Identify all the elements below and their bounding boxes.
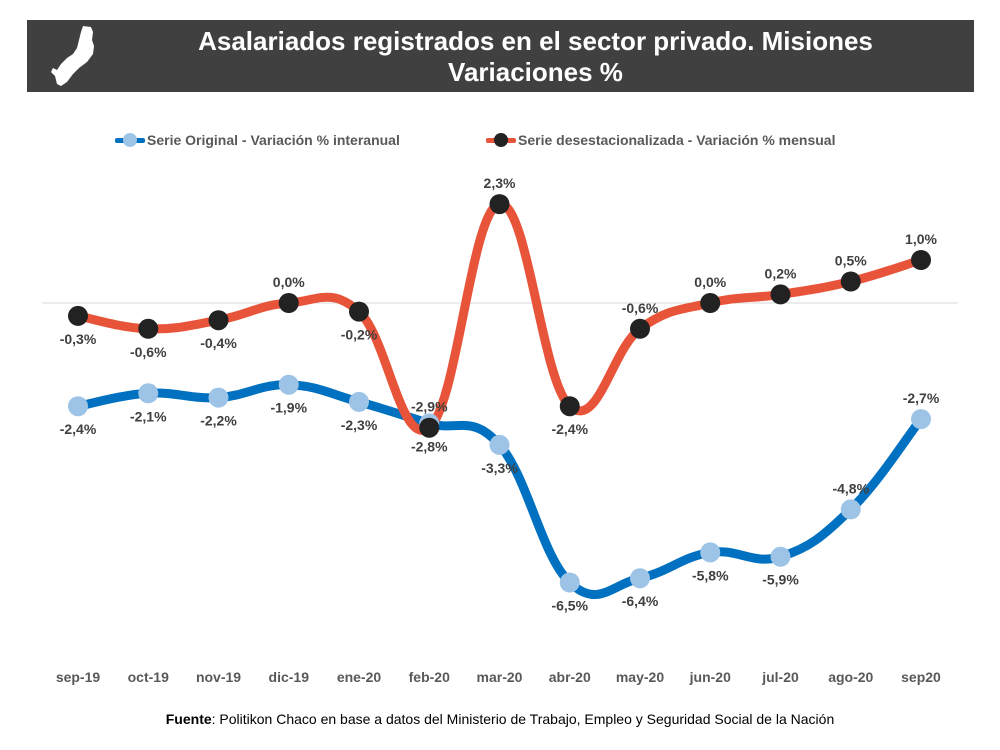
- data-label-desest: 0,0%: [273, 274, 305, 290]
- data-label-original: -2,2%: [200, 413, 237, 429]
- data-point-desest: [770, 284, 791, 305]
- data-label-original: -5,9%: [762, 572, 799, 588]
- data-label-desest: -0,6%: [622, 300, 659, 316]
- data-label-original: -1,9%: [270, 400, 307, 416]
- series-group: -2,4% -2,1% -2,2% -1,9% -2,3% -2,8% -3,3% -6,5%…: [60, 175, 940, 613]
- data-label-desest: -0,4%: [200, 335, 237, 351]
- data-label-original: -2,4%: [60, 421, 97, 437]
- legend-item-desest: Serie desestacionalizada - Variación % m…: [486, 132, 835, 148]
- data-label-original: -2,7%: [903, 390, 940, 406]
- x-tick-label: mar-20: [477, 669, 523, 685]
- data-label-original: -2,1%: [130, 408, 167, 424]
- data-label-desest: -2,4%: [551, 421, 588, 437]
- data-label-original: -4,8%: [832, 480, 869, 496]
- x-tick-label: oct-19: [128, 669, 169, 685]
- source-label: Fuente: [165, 711, 212, 727]
- data-label-original: -3,3%: [481, 460, 518, 476]
- x-tick-label: nov-19: [196, 669, 241, 685]
- x-tick-label: sep-19: [56, 669, 101, 685]
- chart-title-line2: Variaciones %: [448, 57, 623, 87]
- x-tick-label: feb-20: [409, 669, 450, 685]
- data-point-desest: [419, 417, 440, 438]
- data-point-original: [138, 383, 159, 404]
- data-point-original: [278, 374, 299, 395]
- x-axis-labels: sep-19 oct-19 nov-19 dic-19 ene-20 feb-20 mar-…: [56, 669, 941, 685]
- source-note: Fuente: Politikon Chaco en base a datos …: [0, 711, 1000, 727]
- data-label-desest: -0,3%: [60, 331, 97, 347]
- title-banner: Asalariados registrados en el sector pri…: [27, 20, 974, 92]
- x-tick-label: ene-20: [337, 669, 382, 685]
- legend-swatch-original: [115, 132, 145, 148]
- data-label-original: -6,4%: [622, 593, 659, 609]
- data-point-desest: [630, 318, 650, 339]
- chart-title: Asalariados registrados en el sector pri…: [117, 26, 954, 88]
- data-point-desest: [489, 194, 510, 215]
- data-label-desest: 0,5%: [835, 253, 867, 269]
- data-label-original: -2,8%: [411, 438, 448, 454]
- data-label-desest: 2,3%: [484, 175, 516, 191]
- x-tick-label: sep20: [901, 669, 941, 685]
- data-point-desest: [208, 310, 229, 331]
- data-point-desest: [349, 301, 369, 322]
- data-label-desest: -0,2%: [341, 327, 378, 343]
- data-label-desest: 0,2%: [765, 265, 797, 281]
- x-tick-label: jul-20: [761, 669, 799, 685]
- misiones-province-map-icon: [51, 26, 94, 86]
- data-label-desest: -0,6%: [130, 344, 167, 360]
- data-point-original: [559, 572, 580, 593]
- data-point-original: [489, 434, 510, 455]
- data-point-original: [349, 391, 369, 412]
- data-point-original: [770, 546, 791, 567]
- data-point-desest: [700, 293, 721, 313]
- data-label-original: -6,5%: [551, 598, 588, 614]
- x-tick-label: may-20: [616, 669, 664, 685]
- legend-swatch-desest: [486, 132, 516, 148]
- data-label-desest: -2,9%: [411, 399, 448, 415]
- data-point-original: [68, 396, 88, 417]
- data-point-original: [208, 387, 229, 408]
- legend-label-original: Serie Original - Variación % interanual: [147, 132, 400, 148]
- x-tick-label: abr-20: [549, 669, 591, 685]
- x-tick-label: jun-20: [689, 669, 731, 685]
- data-label-desest: 0,0%: [694, 274, 726, 290]
- data-point-desest: [278, 293, 299, 313]
- data-point-desest: [559, 396, 580, 417]
- chart-title-line1: Asalariados registrados en el sector pri…: [198, 26, 873, 56]
- data-point-original: [630, 568, 650, 589]
- data-label-original: -5,8%: [692, 567, 729, 583]
- data-point-original: [840, 499, 861, 520]
- chart-legend: Serie Original - Variación % interanual …: [0, 132, 1000, 154]
- legend-label-desest: Serie desestacionalizada - Variación % m…: [518, 132, 836, 148]
- legend-item-original: Serie Original - Variación % interanual: [115, 132, 400, 148]
- data-point-desest: [68, 305, 88, 326]
- data-point-desest: [911, 250, 931, 270]
- x-tick-label: ago-20: [828, 669, 873, 685]
- data-point-original: [911, 409, 931, 430]
- data-point-desest: [138, 318, 159, 339]
- source-text: : Politikon Chaco en base a datos del Mi…: [211, 711, 835, 727]
- data-point-original: [700, 542, 721, 563]
- data-label-original: -2,3%: [341, 417, 378, 433]
- x-tick-label: dic-19: [269, 669, 310, 685]
- data-point-desest: [840, 271, 861, 292]
- data-label-desest: 1,0%: [905, 231, 937, 247]
